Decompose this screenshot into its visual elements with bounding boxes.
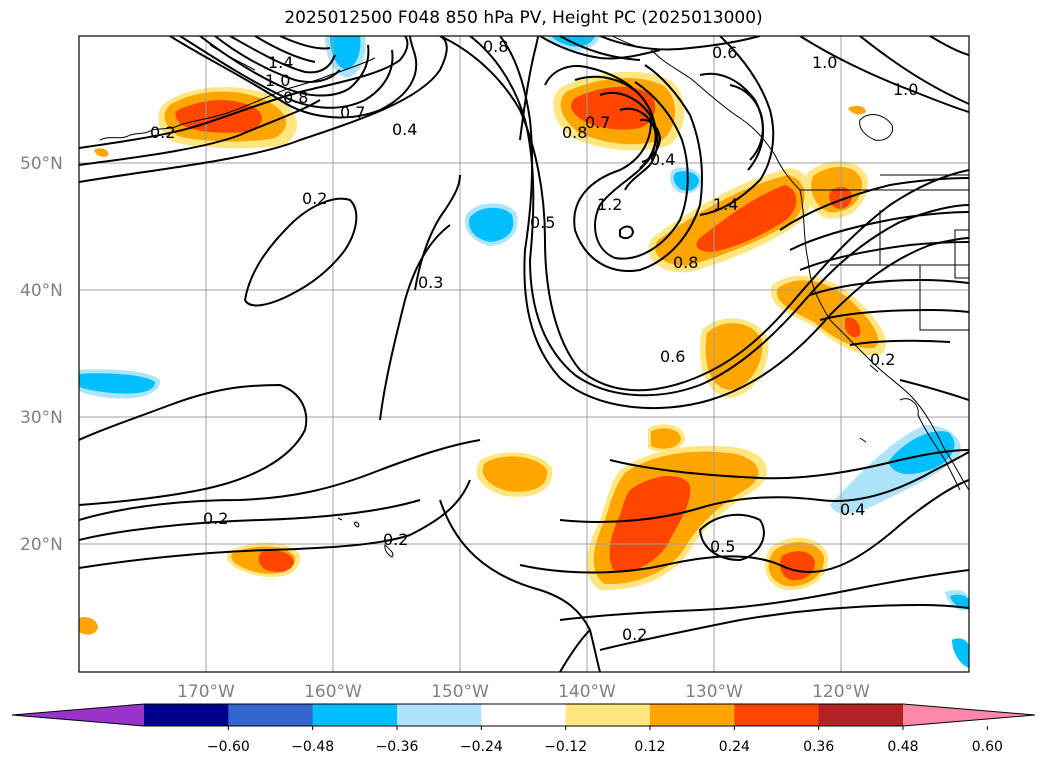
contour-label: 1.4 (713, 195, 738, 214)
latitude-labels: 50°N 40°N 30°N 20°N (20, 154, 63, 555)
contour-label: 0.8 (673, 253, 698, 272)
contour-label: 0.2 (150, 123, 175, 142)
pv-positive-region (845, 317, 861, 338)
lon-label: 160°W (304, 682, 362, 702)
map-title: 2025012500 F048 850 hPa PV, Height PC (2… (284, 8, 763, 28)
colorbar-extend-low (12, 704, 144, 726)
contour-label: 0.8 (283, 88, 308, 107)
longitude-labels: 170°W 160°W 150°W 140°W 130°W 120°W (177, 682, 870, 702)
colorbar-outline (11, 703, 1036, 727)
pv-positive-region (258, 550, 294, 572)
pv-negative-region (469, 207, 514, 242)
colorbar-tick-label: −0.12 (544, 739, 587, 755)
contour-label: 0.4 (650, 150, 675, 169)
colorbar-tick-label: 0.48 (887, 739, 918, 755)
colorbar-extend-high (903, 704, 1035, 726)
colorbar (11, 703, 1036, 727)
lon-label: 120°W (812, 682, 870, 702)
contour-label: 0.2 (870, 350, 895, 369)
colorbar-tick-label: −0.60 (207, 739, 250, 755)
lat-label: 40°N (20, 281, 63, 301)
lat-label: 50°N (20, 154, 63, 174)
contour-label: 0.4 (840, 500, 865, 519)
colorbar-bin (481, 704, 567, 726)
colorbar-tick-label: 0.24 (719, 739, 750, 755)
map-frame (78, 35, 970, 673)
lon-label: 130°W (685, 682, 743, 702)
pv-positive-region (696, 185, 797, 252)
colorbar-bin (650, 704, 735, 726)
colorbar-bin (565, 704, 651, 726)
graticule (79, 36, 969, 672)
contour-label: 1.0 (893, 80, 918, 99)
pv-positive-region (780, 551, 815, 581)
colorbar-bin (818, 704, 904, 726)
contour-label: 0.3 (418, 273, 443, 292)
contour-label: 0.2 (203, 509, 228, 528)
lon-label: 170°W (177, 682, 235, 702)
pv-negative-region (950, 594, 969, 609)
contour-label: 1.0 (265, 71, 290, 90)
pv-positive-region (609, 475, 691, 573)
pv-negative-region (952, 638, 969, 668)
pv-negative-region (673, 171, 699, 191)
pv-negative-region (888, 431, 955, 475)
colorbar-bin (734, 704, 820, 726)
colorbar-bin (144, 704, 229, 726)
colorbar-bin (397, 704, 482, 726)
colorbar-tick-label: 0.12 (634, 739, 665, 755)
pv-positive-region (570, 86, 656, 130)
map-plot-area (79, 36, 969, 672)
pv-positive-region (94, 148, 109, 157)
contour-label: 0.2 (302, 189, 327, 208)
contour-label: 0.7 (340, 103, 365, 122)
colorbar-tick-label: 0.36 (803, 739, 834, 755)
lat-label: 30°N (20, 408, 63, 428)
colorbar-tick-label: −0.36 (376, 739, 419, 755)
contour-label: 1.4 (268, 53, 293, 72)
contour-label: 1.2 (597, 195, 622, 214)
pv-positive-region (848, 105, 866, 115)
lat-label: 20°N (20, 535, 63, 555)
pv-positive-region (79, 617, 98, 635)
colorbar-tick-label: 0.60 (972, 739, 1003, 755)
contour-labels: 1.4 1.0 0.8 0.7 0.4 0.8 0.6 1.0 1.0 0.2 … (150, 37, 918, 644)
pv-negative-region (330, 36, 361, 70)
colorbar-tick-label: −0.24 (460, 739, 503, 755)
height-contours (79, 36, 969, 672)
contour-label: 0.8 (562, 123, 587, 142)
colorbar-bin (312, 704, 398, 726)
contour-label: 0.4 (392, 120, 417, 139)
pv-shading (79, 36, 969, 668)
colorbar-bin (228, 704, 314, 726)
contour-label: 0.8 (483, 37, 508, 56)
pv-positive-region (651, 428, 681, 449)
contour-label: 0.5 (530, 213, 555, 232)
contour-label: 0.6 (660, 347, 685, 366)
contour-label: 1.0 (812, 53, 837, 72)
contour-label: 0.5 (710, 537, 735, 556)
colorbar-labels: −0.60 −0.48 −0.36 −0.24 −0.12 0.12 0.24 0.36 0.4… (207, 726, 1003, 755)
lon-label: 150°W (431, 682, 489, 702)
contour-label: 0.7 (585, 113, 610, 132)
contour-label: 0.6 (712, 43, 737, 62)
contour-label: 0.2 (383, 530, 408, 549)
pv-positive-region (482, 456, 548, 492)
lon-label: 140°W (558, 682, 616, 702)
contour-label: 0.2 (622, 625, 647, 644)
pv-negative-region (79, 373, 155, 394)
colorbar-tick-label: −0.48 (291, 739, 334, 755)
